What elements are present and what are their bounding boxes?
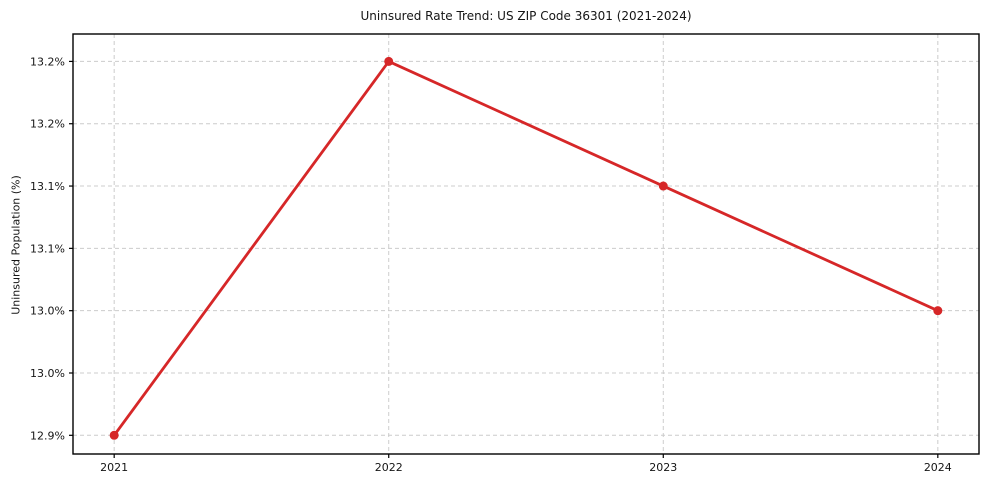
chart-title: Uninsured Rate Trend: US ZIP Code 36301 … [360, 9, 692, 23]
y-tick-label: 12.9% [30, 429, 65, 442]
x-tick-label: 2022 [375, 461, 403, 474]
y-tick-label: 13.0% [30, 305, 65, 318]
y-tick-label: 13.2% [30, 55, 65, 68]
x-tick-label: 2021 [100, 461, 128, 474]
trend-line [112, 60, 940, 437]
y-tick-label: 13.0% [30, 367, 65, 380]
data-point-marker [658, 181, 668, 191]
data-point-marker [109, 430, 119, 440]
y-tick-label: 13.1% [30, 180, 65, 193]
data-point-marker [384, 56, 394, 66]
data-point-marker [933, 306, 943, 316]
plot-frame [72, 33, 980, 455]
x-tick-label: 2024 [924, 461, 952, 474]
y-tick-label: 13.1% [30, 242, 65, 255]
x-tick-label: 2023 [649, 461, 677, 474]
y-tick-label: 13.2% [30, 118, 65, 131]
